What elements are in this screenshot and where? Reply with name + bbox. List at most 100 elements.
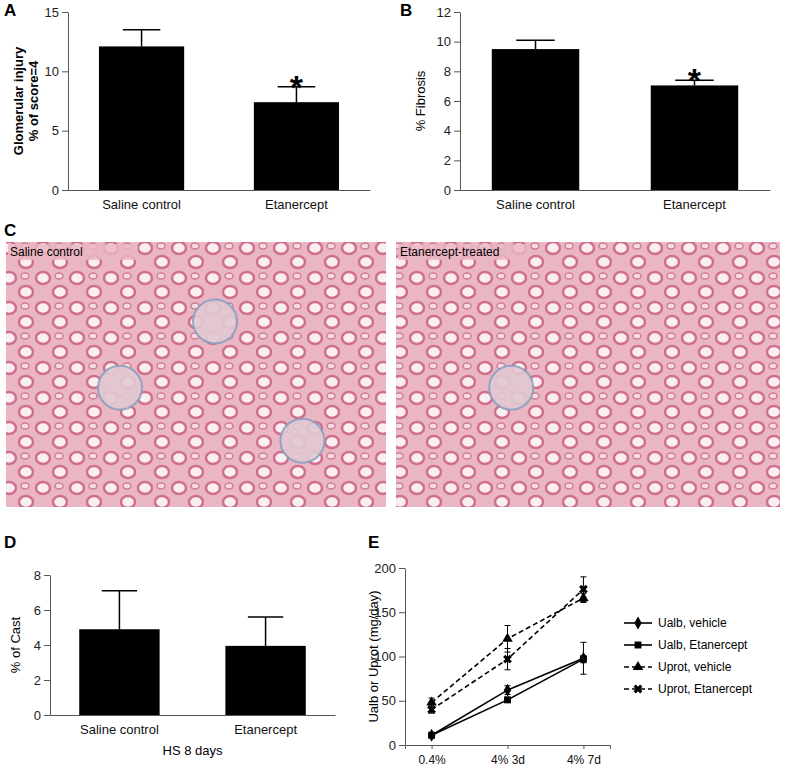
panel-letter: E [368,533,379,552]
error-bar [580,642,586,674]
y-tick: 10 [437,34,460,49]
series-line [432,589,584,709]
y-tick-mark [399,701,405,702]
y-axis-title-line: Ualb or Uprot (mg/day) [366,590,381,722]
y-tick: 10 [45,64,68,79]
y-tick: 6 [34,603,50,618]
marker [504,684,511,697]
y-tick-label: 12 [437,5,451,20]
x-tick: Etanercept [234,715,297,737]
y-tick-mark [62,12,68,13]
histology-image [6,242,386,507]
x-tick: Etanercept [265,190,328,212]
y-tick-mark [454,42,460,43]
marker [580,652,587,665]
x-axis-line [406,746,611,750]
error-bar-stem [265,617,267,646]
x-tick: 4% 3d [491,745,525,767]
histology-image [396,242,780,507]
marker [502,633,513,642]
x-tick-label: 0.4% [418,753,446,767]
legend-marker [635,642,642,649]
glomerulus [280,419,324,463]
x-axis: Saline controlEtanercept [69,190,371,212]
marker [501,653,514,666]
legend-marker [633,661,644,670]
error-bar-cap [505,669,511,670]
y-tick-label: 0 [52,183,59,198]
y-tick-mark [44,610,50,611]
y-tick: 0 [34,708,50,723]
y-tick: 2 [444,153,460,168]
x-tick-label: 4% 7d [567,753,601,767]
bar [225,646,305,715]
y-tick: 4 [34,638,50,653]
legend-label: Uprot, Etanercept [658,682,753,696]
y-tick-mark [399,568,405,569]
y-tick: 0 [444,183,460,198]
y-tick-mark [44,575,50,576]
glomerulus [193,300,237,344]
x-tick: 4% 7d [567,745,601,767]
y-tick-mark [44,645,50,646]
x-axis-title: HS 8 days [163,743,223,758]
error-bar-cap [580,576,586,577]
y-axis-title: % Fibrosis [413,70,428,131]
x-tick-mark [508,745,509,749]
error-bar-cap [505,648,511,649]
y-axis: 02468 [34,568,51,723]
panel-letter: A [4,1,16,20]
y-axis-title: Glomerular injury% of score=4 [11,46,41,155]
y-tick-label: 15 [45,5,59,20]
marker [428,729,435,742]
y-axis-title-line: % of score=4 [26,60,41,141]
x-tick: 0.4% [418,745,446,767]
bar [492,49,579,190]
bar [79,629,159,715]
y-tick: 8 [444,64,460,79]
legend-label: Ualb, Etanercept [658,638,748,652]
y-tick-mark [399,612,405,613]
error-bar-cap [505,625,511,626]
y-axis-title: Ualb or Uprot (mg/day) [366,590,381,722]
y-tick-label: 10 [45,64,59,79]
legend-marker [631,682,644,695]
y-tick-mark [454,71,460,72]
y-axis-title-line: % of Cast [8,616,23,673]
y-axis-line [68,13,69,191]
image-label: Etanercept-treated [400,245,499,259]
y-tick: 0 [52,183,68,198]
legend-item: Ualb, Etanercept [624,638,748,652]
error-bar [248,617,283,646]
error-bar-cap [123,29,160,31]
x-axis-line [461,190,771,191]
plot-marks [79,591,306,715]
plot-marks [99,30,339,190]
x-tick: Saline control [496,190,575,212]
marker [425,703,438,716]
legend-label: Uprot, vehicle [658,660,732,674]
y-axis-line [460,13,461,191]
y-tick-label: 8 [444,64,451,79]
marker [428,732,435,739]
x-axis: Saline controlEtanercept [51,715,336,737]
x-tick-mark [583,745,584,749]
y-axis: 051015 [45,5,69,198]
error-bar [505,697,511,702]
x-axis-line [69,190,371,191]
panel-letter: C [4,221,16,240]
y-tick-label: 200 [374,561,396,576]
y-tick-label: 50 [382,693,396,708]
y-tick-mark [62,71,68,72]
y-tick-mark [62,190,68,191]
x-tick-label: Saline control [496,197,575,212]
error-bar [123,30,160,47]
x-tick-mark [432,745,433,749]
y-tick-mark [399,657,405,658]
y-tick: 4 [444,123,460,138]
y-tick-mark [454,101,460,102]
annotation: * [688,61,702,99]
bar [254,102,339,190]
glomerulus [489,366,533,410]
y-tick: 200 [374,561,405,576]
